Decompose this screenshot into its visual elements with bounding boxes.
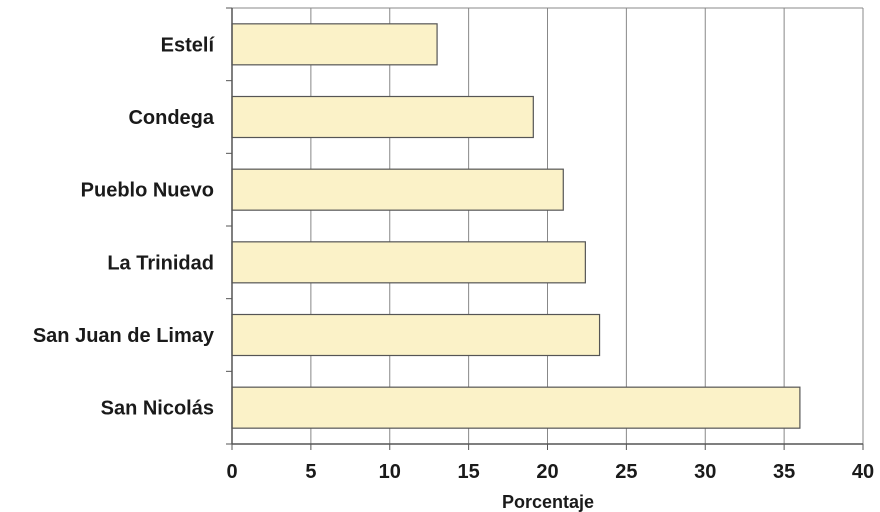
category-label: San Nicolás xyxy=(101,398,214,420)
category-label: La Trinidad xyxy=(107,252,214,274)
bar xyxy=(231,23,438,66)
x-tick-label: 30 xyxy=(694,461,716,483)
x-tick-labels: 0 5 10 15 20 25 30 35 40 xyxy=(226,461,874,483)
bar xyxy=(231,95,534,139)
category-label: Pueblo Nuevo xyxy=(81,180,214,202)
grid-lines xyxy=(310,8,864,444)
x-tick-label: 25 xyxy=(615,461,637,483)
bar xyxy=(231,241,586,284)
bar xyxy=(231,386,801,429)
x-tick-label: 0 xyxy=(226,461,237,483)
x-tick-label: 10 xyxy=(379,461,401,483)
x-tick-label: 5 xyxy=(305,461,316,483)
category-label: Estelí xyxy=(161,34,216,56)
category-labels: Estelí Condega Pueblo Nuevo La Trinidad San … xyxy=(33,34,216,419)
x-tick-label: 40 xyxy=(852,461,874,483)
bars xyxy=(231,23,801,429)
category-label: San Juan de Limay xyxy=(33,325,215,347)
x-axis-title: Porcentaje xyxy=(502,492,594,512)
x-tick-label: 35 xyxy=(773,461,795,483)
axes xyxy=(226,7,864,450)
x-tick-label: 15 xyxy=(458,461,480,483)
x-tick-label: 20 xyxy=(536,461,558,483)
category-label: Condega xyxy=(128,107,214,129)
bar xyxy=(231,168,564,211)
bar xyxy=(231,313,601,357)
